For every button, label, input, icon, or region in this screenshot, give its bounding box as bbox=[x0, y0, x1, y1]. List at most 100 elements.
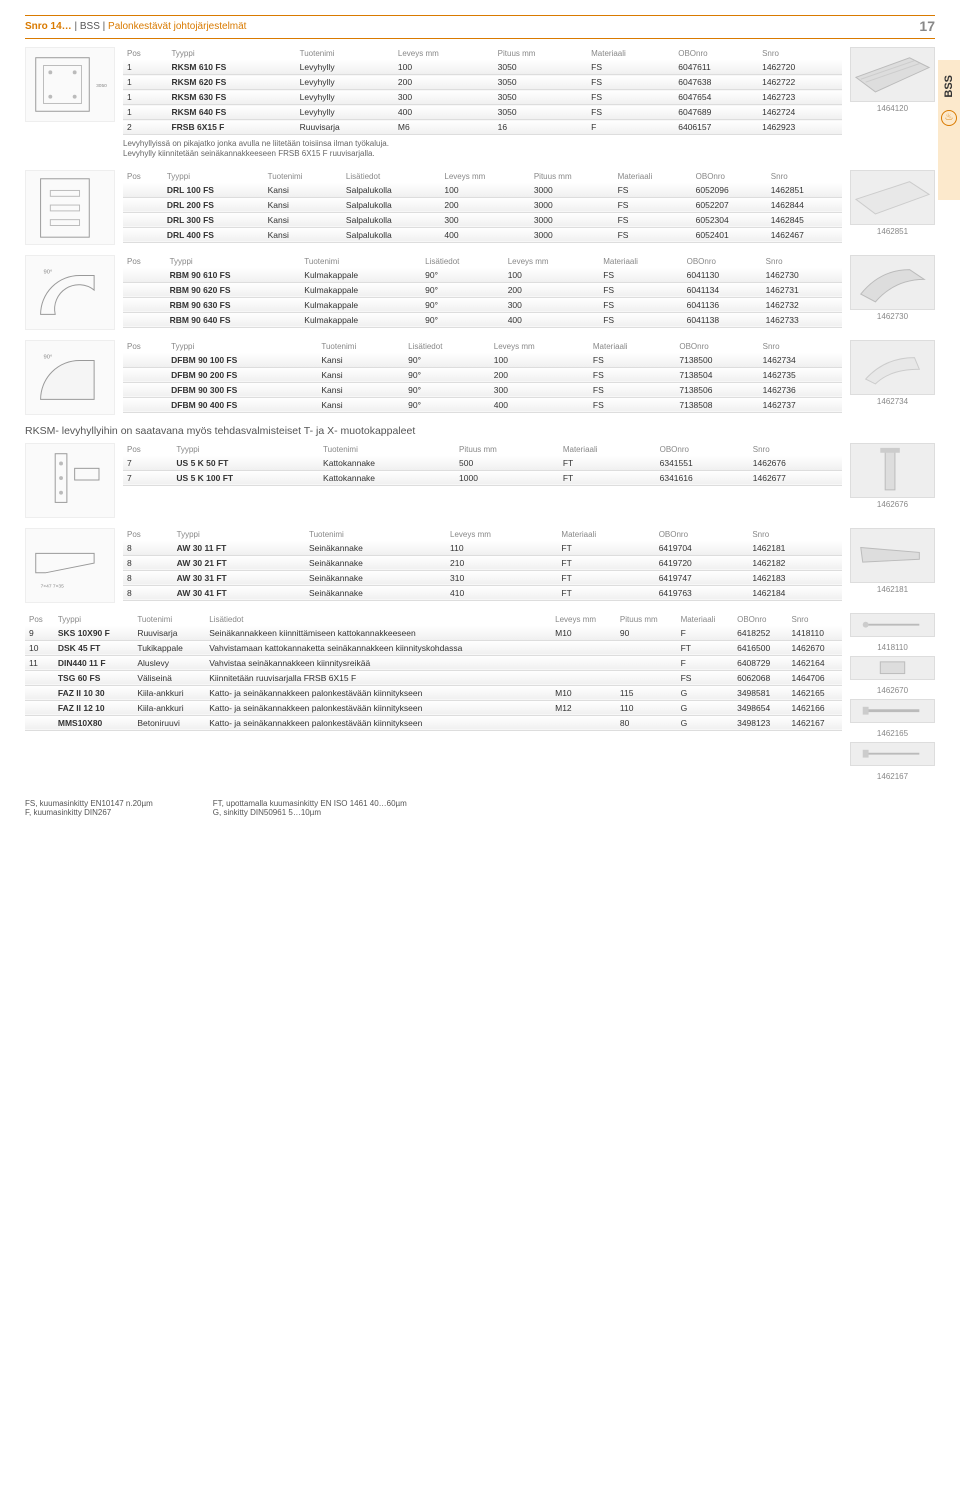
col-header: Tyyppi bbox=[173, 528, 305, 541]
photo-us5k bbox=[850, 443, 935, 498]
diagram-dfbm: 90° bbox=[25, 340, 115, 415]
table-row: DFBM 90 200 FSKansi90°200FS7138504146273… bbox=[123, 367, 842, 382]
col-header: Tyyppi bbox=[167, 47, 295, 60]
fire-icon: ♨ bbox=[941, 110, 957, 126]
col-header: Materiaali bbox=[599, 255, 682, 268]
table-row: 11DIN440 11 FAluslevyVahvistaa seinäkann… bbox=[25, 655, 842, 670]
col-header: Leveys mm bbox=[446, 528, 557, 541]
subheading: RKSM- levyhyllyihin on saatavana myös te… bbox=[25, 425, 935, 437]
table-row: 7US 5 K 100 FTKattokannake1000FT63416161… bbox=[123, 470, 842, 485]
table-row: RBM 90 620 FSKulmakappale90°200FS6041134… bbox=[123, 282, 842, 297]
col-header: Snro bbox=[762, 255, 842, 268]
col-header: Leveys mm bbox=[394, 47, 494, 60]
table-row: FAZ II 10 30Kiila-ankkuriKatto- ja seinä… bbox=[25, 685, 842, 700]
table-row: 1RKSM 610 FSLevyhylly1003050FS6047611146… bbox=[123, 60, 842, 75]
table-dfbm: PosTyyppiTuotenimiLisätiedotLeveys mmMat… bbox=[123, 340, 842, 413]
table-row: 2FRSB 6X15 FRuuvisarjaM616F6406157146292… bbox=[123, 120, 842, 135]
photo-rbm bbox=[850, 255, 935, 310]
breadcrumb-2: BSS bbox=[80, 21, 100, 32]
col-header: Tuotenimi bbox=[264, 170, 342, 183]
col-header: Snro bbox=[758, 47, 842, 60]
col-header: Snro bbox=[748, 528, 842, 541]
photo-label: 1464120 bbox=[850, 104, 935, 113]
col-header: OBOnro bbox=[675, 340, 758, 353]
col-header: Pituus mm bbox=[455, 443, 559, 456]
table-misc: PosTyyppiTuotenimiLisätiedotLeveys mmPit… bbox=[25, 613, 842, 731]
col-header: Leveys mm bbox=[551, 613, 616, 626]
table-row: TSG 60 FSVäliseinäKiinnitetään ruuvisarj… bbox=[25, 670, 842, 685]
table-row: DRL 400 FSKansiSalpalukolla4003000FS6052… bbox=[123, 227, 842, 242]
col-header: Leveys mm bbox=[440, 170, 529, 183]
table-row: DRL 300 FSKansiSalpalukolla3003000FS6052… bbox=[123, 212, 842, 227]
photo-faz bbox=[850, 699, 935, 723]
svg-text:90°: 90° bbox=[44, 269, 53, 275]
col-header: Pos bbox=[123, 528, 173, 541]
table-row: 10DSK 45 FTTukikappaleVahvistamaan katto… bbox=[25, 640, 842, 655]
diagram-rksm: 3050 bbox=[25, 47, 115, 122]
col-header: Materiaali bbox=[587, 47, 674, 60]
col-header: OBOnro bbox=[683, 255, 762, 268]
table-row: DRL 200 FSKansiSalpalukolla2003000FS6052… bbox=[123, 197, 842, 212]
col-header: Pos bbox=[123, 443, 172, 456]
diagram-rbm: 90° bbox=[25, 255, 115, 330]
diagram-us5k bbox=[25, 443, 115, 518]
col-header: Snro bbox=[759, 340, 842, 353]
note-rksm: Levyhyllyissä on pikajatko jonka avulla … bbox=[123, 139, 842, 160]
col-header: Pituus mm bbox=[530, 170, 614, 183]
col-header: Pituus mm bbox=[616, 613, 677, 626]
table-row: DFBM 90 100 FSKansi90°100FS7138500146273… bbox=[123, 353, 842, 368]
col-header: OBOnro bbox=[733, 613, 787, 626]
photo-rksm bbox=[850, 47, 935, 102]
photo-label: 1462676 bbox=[850, 500, 935, 509]
col-header: Tyyppi bbox=[54, 613, 133, 626]
col-header: Pos bbox=[123, 170, 163, 183]
photo-aw30 bbox=[850, 528, 935, 583]
col-header: OBOnro bbox=[655, 528, 749, 541]
svg-text:90°: 90° bbox=[44, 354, 53, 360]
photo-label: 1418110 bbox=[850, 643, 935, 652]
table-row: DFBM 90 300 FSKansi90°300FS7138506146273… bbox=[123, 382, 842, 397]
side-tab: BSS ♨ bbox=[938, 60, 960, 200]
col-header: OBOnro bbox=[674, 47, 758, 60]
col-header: Lisätiedot bbox=[421, 255, 504, 268]
col-header: Tuotenimi bbox=[317, 340, 404, 353]
col-header: Snro bbox=[749, 443, 842, 456]
footer-left: FS, kuumasinkitty EN10147 n.20µm F, kuum… bbox=[25, 799, 153, 817]
table-row: 8AW 30 41 FTSeinäkannake410FT64197631462… bbox=[123, 585, 842, 600]
table-row: MMS10X80BetoniruuviKatto- ja seinäkannak… bbox=[25, 715, 842, 730]
col-header: OBOnro bbox=[656, 443, 749, 456]
col-header: Lisätiedot bbox=[404, 340, 490, 353]
breadcrumb-3: Palonkestävät johtojärjestelmät bbox=[108, 21, 246, 32]
col-header: Snro bbox=[767, 170, 842, 183]
col-header: Tyyppi bbox=[172, 443, 319, 456]
col-header: Materiaali bbox=[614, 170, 692, 183]
table-row: RBM 90 610 FSKulmakappale90°100FS6041130… bbox=[123, 268, 842, 283]
col-header: Pos bbox=[25, 613, 54, 626]
col-header: Materiaali bbox=[677, 613, 734, 626]
table-row: 1RKSM 640 FSLevyhylly4003050FS6047689146… bbox=[123, 105, 842, 120]
photo-label: 1462670 bbox=[850, 686, 935, 695]
col-header: Leveys mm bbox=[504, 255, 600, 268]
table-rksm: PosTyyppiTuotenimiLeveys mmPituus mmMate… bbox=[123, 47, 842, 135]
table-row: FAZ II 12 10Kiila-ankkuriKatto- ja seinä… bbox=[25, 700, 842, 715]
col-header: Tuotenimi bbox=[305, 528, 446, 541]
col-header: Materiaali bbox=[559, 443, 656, 456]
col-header: Lisätiedot bbox=[205, 613, 551, 626]
photo-dsk bbox=[850, 656, 935, 680]
diagram-drl bbox=[25, 170, 115, 245]
photo-label: 1462167 bbox=[850, 772, 935, 781]
col-header: Materiaali bbox=[557, 528, 654, 541]
table-drl: PosTyyppiTuotenimiLisätiedotLeveys mmPit… bbox=[123, 170, 842, 243]
col-header: Tuotenimi bbox=[319, 443, 455, 456]
col-header: Pos bbox=[123, 340, 167, 353]
page-header: Snro 14… | BSS | Palonkestävät johtojärj… bbox=[25, 18, 935, 39]
photo-label: 1462165 bbox=[850, 729, 935, 738]
table-aw30: PosTyyppiTuotenimiLeveys mmMateriaaliOBO… bbox=[123, 528, 842, 601]
col-header: Materiaali bbox=[589, 340, 676, 353]
col-header: Leveys mm bbox=[490, 340, 589, 353]
photo-label: 1462851 bbox=[850, 227, 935, 236]
table-row: 1RKSM 630 FSLevyhylly3003050FS6047654146… bbox=[123, 90, 842, 105]
col-header: Tuotenimi bbox=[133, 613, 205, 626]
table-row: DRL 100 FSKansiSalpalukolla1003000FS6052… bbox=[123, 183, 842, 198]
col-header: Tyyppi bbox=[163, 170, 264, 183]
